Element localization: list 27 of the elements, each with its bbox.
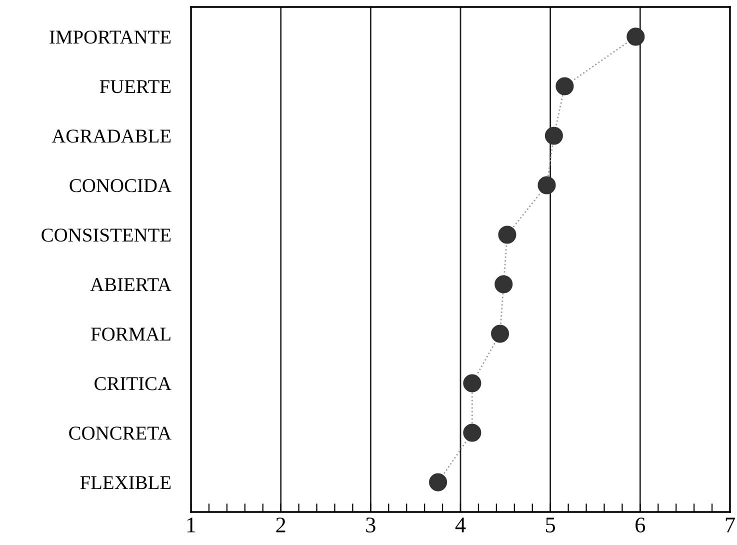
point — [429, 473, 448, 492]
x-tick-label: 3 — [366, 518, 376, 532]
point — [494, 275, 513, 294]
point — [463, 374, 482, 392]
y-tick-label: CONOCIDA — [70, 179, 172, 192]
y-tick-label: IMPORTANTE — [50, 30, 171, 44]
x-tick-label: 2 — [276, 518, 286, 532]
point — [626, 28, 645, 46]
y-tick-label: CONCRETA — [69, 426, 172, 440]
y-tick-label: CONSISTENTE — [42, 228, 171, 242]
y-tick-label: AGRADABLE — [52, 130, 171, 143]
point — [544, 126, 563, 145]
x-tick-label: 7 — [726, 518, 735, 532]
point — [498, 226, 516, 244]
x-tick-label: 6 — [636, 518, 646, 532]
point — [556, 77, 574, 96]
y-tick-label: CRITICA — [94, 377, 172, 390]
x-tick-label: 5 — [546, 518, 556, 532]
point — [538, 176, 556, 194]
y-tick-label: FLEXIBLE — [80, 476, 171, 490]
point — [491, 324, 510, 343]
y-tick-label: ABIERTA — [90, 278, 172, 292]
y-tick-label: FUERTE — [100, 80, 171, 94]
x-tick-label: 4 — [455, 518, 466, 532]
point — [463, 424, 482, 442]
x-tick-label: 1 — [187, 518, 196, 532]
y-tick-label: FORMAL — [91, 328, 170, 341]
